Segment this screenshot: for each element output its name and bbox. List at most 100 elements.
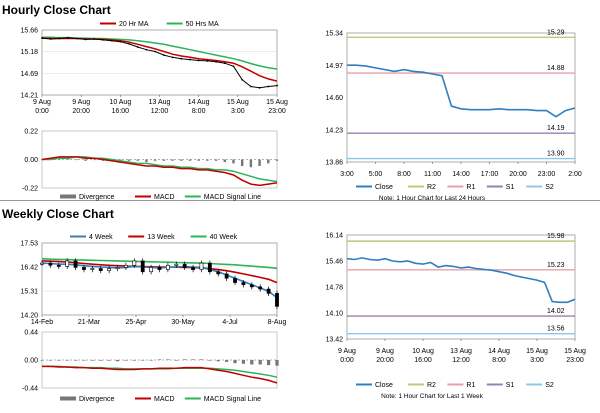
hourly-price-price-point — [102, 38, 104, 41]
weekly-price-candle — [249, 284, 254, 288]
weekly-price-candle — [56, 264, 61, 267]
hourly-price-price-point — [215, 60, 217, 63]
weekly-price-candle — [165, 264, 170, 270]
hourly-price-price-point — [154, 50, 157, 53]
hourly-price-x-tick: 13 Aug — [149, 99, 171, 106]
weekly-macd-legend-label: MACD — [154, 396, 175, 403]
weekly-price-candle — [90, 268, 95, 271]
hourly-price-x-tick: 15 Aug — [266, 99, 288, 106]
hourly-close-close-line — [347, 64, 576, 118]
weekly-close-x-tick: 13 Aug — [450, 348, 472, 355]
weekly-price-candle — [132, 260, 137, 266]
weekly-close-close-line — [346, 257, 576, 304]
hourly-price-price-point — [75, 37, 78, 40]
weekly-close-y-tick: 14.10 — [325, 311, 343, 318]
hourly-macd-divergence-bar — [249, 159, 253, 168]
hourly-close-y-tick: 14.97 — [325, 63, 343, 70]
weekly-macd-divergence-bar — [191, 359, 195, 360]
hourly-close-y-tick: 14.60 — [325, 95, 343, 102]
hourly-price-frame — [41, 29, 278, 96]
hourly-price-price-point — [41, 37, 43, 39]
hourly-price-price-point — [145, 48, 148, 51]
hourly-price-price-point — [67, 36, 70, 39]
hourly-close-x-tick: 20:00 — [509, 171, 527, 178]
weekly-price-x-tick: 14-Feb — [31, 319, 53, 326]
hourly-macd-divergence-bar — [127, 159, 131, 161]
hourly-close-note: Note: 1 Hour Chart for Last 24 Hours — [379, 195, 486, 202]
weekly-price-y-tick: 14.20 — [20, 313, 38, 320]
weekly-price-40-week-line — [41, 258, 278, 270]
hourly-macd-macd-line — [41, 156, 278, 187]
weekly-price-candle — [115, 267, 120, 269]
hourly-macd-divergence-bar — [197, 159, 200, 161]
weekly-macd-divergence-bar — [48, 360, 52, 361]
hourly-close-x-tick: 2:00 — [568, 171, 582, 178]
hourly-macd-divergence-bar — [136, 159, 139, 161]
weekly-price-candle — [241, 282, 246, 286]
hourly-macd-divergence-bar — [188, 159, 192, 161]
hourly-macd-divergence-bar — [162, 159, 166, 161]
weekly-macd-divergence-bar — [132, 360, 136, 361]
weekly-price-y-tick: 17.53 — [20, 241, 38, 248]
hourly-price-price-point — [249, 85, 252, 88]
weekly-close-r1-label: 15.23 — [547, 262, 565, 269]
hourly-price-price-point — [276, 84, 278, 87]
weekly-macd-divergence-bar — [124, 360, 128, 361]
hourly-price-price-point — [49, 38, 52, 40]
weekly-price-candle — [82, 267, 86, 270]
hourly-price-x-tick: 12:00 — [151, 108, 169, 115]
hourly-close-x-tick: 11:00 — [424, 171, 441, 178]
hourly-close-y-tick: 13.86 — [325, 160, 343, 167]
hourly-macd-divergence-bar — [145, 159, 148, 163]
weekly-price-x-tick: 8-Aug — [268, 319, 287, 326]
hourly-price-price-point — [206, 60, 209, 62]
weekly-close-r2-label: 15.98 — [547, 233, 565, 240]
hourly-close-frame — [346, 32, 576, 163]
weekly-macd-divergence-bar — [208, 360, 212, 361]
weekly-close-legend-label: S2 — [545, 382, 554, 389]
weekly-price-candle — [266, 288, 271, 294]
hourly-price-price-point — [241, 78, 244, 81]
hourly-macd-divergence-bar — [232, 159, 235, 164]
weekly-macd-divergence-bar — [73, 360, 78, 361]
weekly-price-candle — [216, 271, 221, 275]
hourly-price-price-point — [258, 86, 261, 89]
weekly-price-candle — [199, 262, 204, 270]
weekly-close-legend-label: R1 — [466, 382, 475, 389]
hourly-price-x-tick: 15 Aug — [227, 99, 249, 106]
hourly-price-price-point — [128, 42, 130, 45]
weekly-close-y-tick: 13.42 — [325, 337, 343, 344]
hourly-close-x-tick: 3:00 — [340, 171, 354, 178]
hourly-close-y-tick: 14.23 — [325, 127, 343, 134]
hourly-price-price-point — [84, 38, 87, 41]
weekly-macd-legend-label: MACD Signal Line — [204, 396, 261, 403]
weekly-close-x-tick: 8:00 — [492, 357, 506, 364]
hourly-macd-legend-label: Divergence — [79, 194, 115, 201]
hourly-price-legend-label: 50 Hrs MA — [186, 21, 219, 28]
weekly-price-candle — [233, 277, 237, 283]
weekly-price-candle — [40, 262, 44, 265]
weekly-macd-divergence-bar — [99, 360, 103, 361]
hourly-price-price-point — [189, 58, 191, 61]
weekly-close-y-tick: 15.46 — [325, 259, 343, 266]
weekly-macd-divergence-bar — [115, 360, 120, 362]
hourly-price-x-tick: 3:00 — [231, 108, 245, 115]
hourly-price-price-point — [232, 65, 235, 68]
hourly-close-r1-label: 14.88 — [547, 65, 565, 72]
weekly-macd-divergence-bar — [216, 360, 220, 362]
weekly-close-x-tick: 9 Aug — [338, 348, 356, 355]
weekly-price-x-tick: 21-Mar — [78, 319, 101, 326]
hourly-macd-divergence-bar — [180, 159, 183, 161]
weekly-price-candle — [98, 268, 103, 271]
hourly-price-x-tick: 10 Aug — [109, 99, 131, 106]
hourly-price-legend-label: 20 Hr MA — [119, 21, 149, 28]
hourly-price-y-tick: 14.69 — [20, 71, 38, 78]
weekly-close-x-tick: 0:00 — [340, 357, 354, 364]
hourly-price-price-line — [41, 37, 278, 89]
hourly-price-x-tick: 20:00 — [72, 108, 90, 115]
hourly-macd-y-tick: 0.00 — [24, 157, 38, 164]
weekly-price-candle — [224, 273, 229, 279]
weekly-section-title: Weekly Close Chart — [2, 207, 114, 221]
weekly-macd-divergence-bar — [157, 359, 162, 360]
hourly-price-y-tick: 15.66 — [20, 28, 38, 35]
